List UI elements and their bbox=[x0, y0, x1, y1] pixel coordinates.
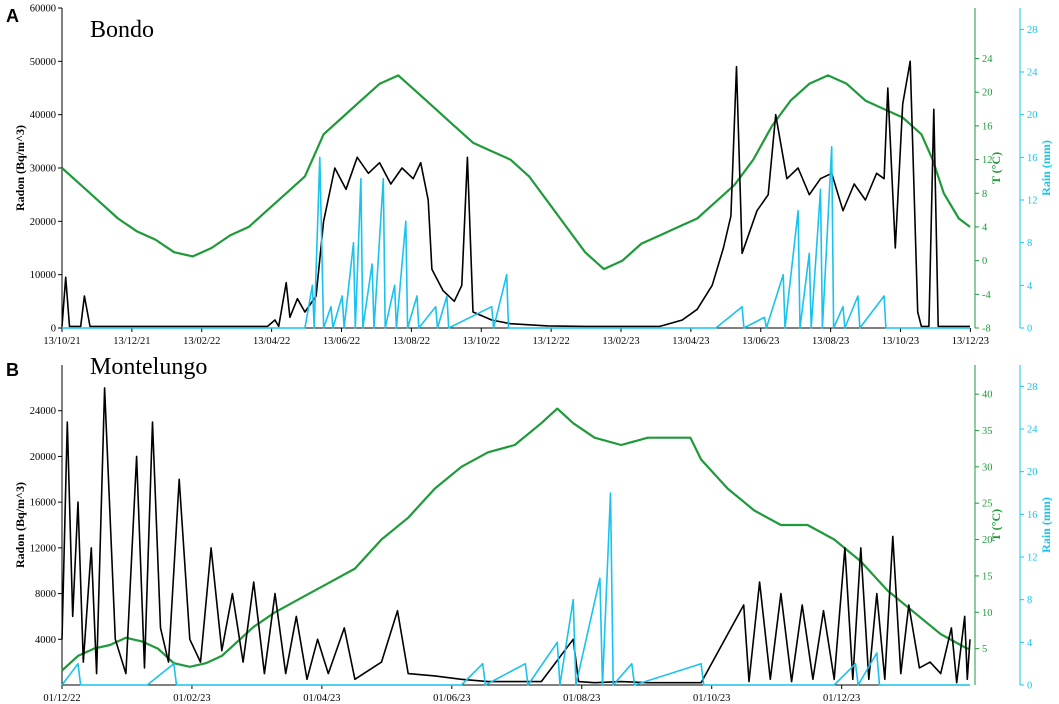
rain-tick-label: 20 bbox=[1027, 467, 1038, 478]
time-tick-label: 13/08/23 bbox=[812, 336, 849, 347]
rain-series-line bbox=[62, 145, 970, 329]
radon-tick-label: 60000 bbox=[30, 4, 56, 15]
time-tick-label: 13/06/23 bbox=[742, 336, 779, 347]
time-tick-label: 01/04/23 bbox=[303, 693, 340, 704]
time-tick-label: 01/12/22 bbox=[43, 693, 80, 704]
time-tick-label: 01/02/23 bbox=[173, 693, 210, 704]
time-tick-label: 01/12/23 bbox=[823, 693, 860, 704]
radon-tick-label: 24000 bbox=[30, 406, 56, 417]
rain-series-line bbox=[61, 492, 970, 686]
radon-axis-label-a: Radon (Bq/m^3) bbox=[13, 125, 27, 211]
rain-tick-label: 16 bbox=[1027, 153, 1038, 164]
temp-tick-label: 40 bbox=[982, 390, 993, 401]
radon-tick-label: 16000 bbox=[30, 498, 56, 509]
time-tick-label: 01/06/23 bbox=[433, 693, 470, 704]
radon-series-line bbox=[61, 387, 971, 684]
time-tick-label: 13/12/21 bbox=[113, 336, 150, 347]
radon-tick-label: 50000 bbox=[30, 57, 56, 68]
rain-tick-label: 12 bbox=[1027, 553, 1038, 564]
rain-axis-label-a: Rain (mm) bbox=[1039, 140, 1053, 196]
time-tick-label: 13/04/23 bbox=[672, 336, 709, 347]
temp-tick-label: 20 bbox=[982, 88, 993, 99]
site-title-montelungo: Montelungo bbox=[90, 354, 207, 380]
rain-tick-label: 4 bbox=[1027, 281, 1033, 292]
rain-tick-label: 4 bbox=[1027, 638, 1033, 649]
rain-tick-label: 0 bbox=[1027, 324, 1032, 335]
temp-tick-label: -8 bbox=[982, 324, 991, 335]
temp-axis-label-b: T (°C) bbox=[989, 509, 1003, 541]
time-tick-label: 01/10/23 bbox=[693, 693, 730, 704]
temp-tick-label: 4 bbox=[982, 222, 988, 233]
time-tick-label: 13/10/23 bbox=[882, 336, 919, 347]
temp-axis-label-a: T (°C) bbox=[989, 152, 1003, 184]
temp-tick-label: -4 bbox=[982, 290, 991, 301]
time-tick-label: 01/08/23 bbox=[563, 693, 600, 704]
temp-tick-label: 10 bbox=[982, 608, 993, 619]
time-tick-label: 13/06/22 bbox=[323, 336, 360, 347]
plot-area-b: 4000 8000 12000 16000 20000 24000 5 10 15 20 25 30 3… bbox=[30, 365, 1038, 704]
time-tick-label: 13/04/22 bbox=[253, 336, 290, 347]
rain-tick-label: 20 bbox=[1027, 110, 1038, 121]
site-title-bondo: Bondo bbox=[90, 17, 154, 43]
radon-tick-label: 12000 bbox=[30, 543, 56, 554]
temp-tick-label: 5 bbox=[982, 644, 987, 655]
time-tick-label: 13/02/22 bbox=[183, 336, 220, 347]
temp-tick-label: 0 bbox=[982, 256, 987, 267]
rain-tick-label: 8 bbox=[1027, 595, 1032, 606]
temp-tick-label: 30 bbox=[982, 462, 993, 473]
time-tick-label: 13/12/22 bbox=[532, 336, 569, 347]
temp-tick-label: 8 bbox=[982, 189, 987, 200]
rain-tick-label: 8 bbox=[1027, 238, 1032, 249]
temp-tick-label: 25 bbox=[982, 499, 993, 510]
rain-tick-label: 0 bbox=[1027, 681, 1032, 692]
rain-tick-label: 24 bbox=[1027, 68, 1038, 79]
rain-tick-label: 16 bbox=[1027, 510, 1038, 521]
rain-tick-label: 28 bbox=[1027, 382, 1038, 393]
radon-tick-label: 20000 bbox=[30, 217, 56, 228]
temp-tick-label: 15 bbox=[982, 571, 993, 582]
temp-tick-label: 12 bbox=[982, 155, 993, 166]
rain-tick-label: 12 bbox=[1027, 196, 1038, 207]
temperature-series-line bbox=[61, 74, 971, 271]
radon-axis-label-b: Radon (Bq/m^3) bbox=[13, 482, 27, 568]
panel-label-a: A bbox=[6, 6, 19, 26]
radon-tick-label: 20000 bbox=[30, 452, 56, 463]
radon-tick-label: 10000 bbox=[30, 270, 56, 281]
temperature-series-line bbox=[61, 407, 970, 672]
panel-label-b: B bbox=[6, 360, 19, 380]
time-tick-label: 13/10/22 bbox=[463, 336, 500, 347]
radon-series-line bbox=[61, 60, 970, 328]
panel-a: A Bondo Radon (Bq/m^3) T (°C) Rain (mm) … bbox=[6, 4, 1053, 348]
radon-tick-label: 4000 bbox=[35, 635, 56, 646]
time-tick-label: 13/12/23 bbox=[952, 336, 989, 347]
time-tick-label: 13/02/23 bbox=[602, 336, 639, 347]
temp-tick-label: 35 bbox=[982, 426, 993, 437]
temp-tick-label: 20 bbox=[982, 535, 993, 546]
time-tick-label: 13/08/22 bbox=[393, 336, 430, 347]
temp-tick-label: 24 bbox=[982, 54, 993, 65]
time-tick-label: 13/10/21 bbox=[43, 336, 80, 347]
radon-tick-label: 40000 bbox=[30, 110, 56, 121]
radon-tick-label: 8000 bbox=[35, 589, 56, 600]
rain-axis-label-b: Rain (mm) bbox=[1039, 497, 1053, 553]
panel-b: B Montelungo Radon (Bq/m^3) T (°C) Rain … bbox=[6, 354, 1053, 704]
rain-tick-label: 24 bbox=[1027, 425, 1038, 436]
plot-area-a: 0 10000 20000 30000 40000 50000 60000 -8 -4 0 4 8 12… bbox=[30, 4, 1039, 348]
radon-tick-label: 30000 bbox=[30, 164, 56, 175]
rain-tick-label: 28 bbox=[1027, 25, 1038, 36]
radon-tick-label: 0 bbox=[51, 324, 56, 335]
temp-tick-label: 16 bbox=[982, 121, 993, 132]
